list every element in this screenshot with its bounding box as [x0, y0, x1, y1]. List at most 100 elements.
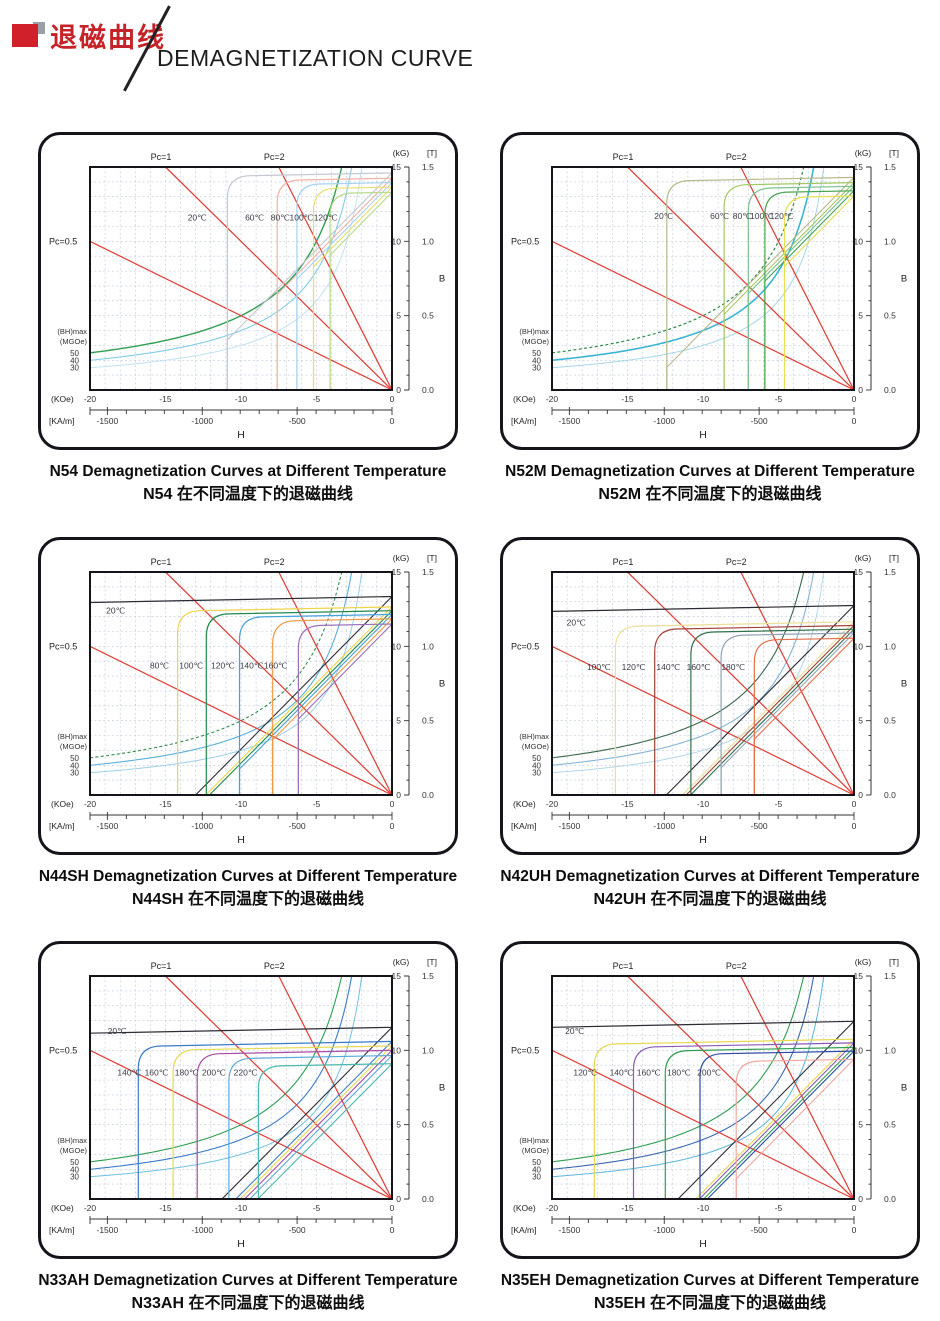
kam-tick-label: 0 [390, 821, 395, 831]
temperature-label-140c: 140℃ [656, 662, 680, 672]
kam-tick-label: -1000 [191, 416, 213, 426]
bhmax-contour-40 [89, 166, 353, 361]
plot-border [551, 166, 855, 391]
koe-tick-label: -5 [775, 394, 783, 404]
koe-tick-label: -20 [546, 394, 559, 404]
load-line-pc-2 [740, 571, 855, 796]
intrinsic-curve-140c [272, 618, 393, 795]
y-unit-kg: (kG) [393, 553, 410, 563]
kam-tick-label: -500 [751, 821, 768, 831]
koe-tick-label: 0 [852, 1203, 857, 1213]
normal-curve-20c [226, 172, 393, 390]
koe-tick-label: -20 [546, 1203, 559, 1213]
kg-tick-label: 15 [854, 971, 864, 981]
bhmax-value-30: 30 [532, 364, 541, 373]
temperature-label-80c: 80℃ [150, 661, 169, 671]
load-line-pc-0.5 [551, 645, 855, 796]
bhmax-contour-40 [89, 975, 353, 1170]
intrinsic-curve-100c [764, 190, 855, 390]
y-axis-title: B [901, 274, 907, 285]
x-axis-title: H [699, 429, 707, 441]
logo-red-square-icon [12, 24, 38, 47]
temperature-label-80c: 80℃ [733, 211, 752, 221]
t-tick-label: 0.5 [884, 311, 896, 321]
intrinsic-curve-20c [551, 1020, 855, 1028]
pc-label: Pc=0.5 [49, 1045, 77, 1055]
kg-tick-label: 10 [854, 236, 864, 246]
t-tick-label: 0.5 [422, 311, 434, 321]
normal-curve-80c [206, 606, 393, 795]
t-tick-label: 0.5 [884, 1120, 896, 1130]
y-axis-title: B [901, 1083, 907, 1094]
normal-curve-160c [297, 623, 393, 795]
intrinsic-curve-80c [296, 182, 393, 390]
normal-curve-80c [296, 182, 393, 390]
intrinsic-curve-100c [614, 621, 855, 795]
caption-en: N52M Demagnetization Curves at Different… [505, 463, 915, 480]
t-tick-label: 1.0 [422, 1045, 434, 1055]
bhmax-unit: (MGOe) [522, 742, 550, 751]
kam-tick-label: 0 [852, 1225, 857, 1235]
koe-tick-label: -10 [235, 394, 248, 404]
pc-label: Pc=2 [264, 961, 285, 971]
intrinsic-curve-120c [329, 191, 393, 390]
intrinsic-curve-20c [89, 1026, 393, 1034]
kg-tick-label: 5 [858, 1120, 863, 1130]
load-line-pc-2 [278, 975, 393, 1200]
intrinsic-curve-160c [720, 632, 855, 795]
normal-curve-180c [707, 1050, 855, 1199]
x-unit-koe: (KOe) [513, 799, 536, 809]
bhmax-contour-50 [89, 571, 343, 759]
bhmax-value-30: 30 [532, 769, 541, 778]
bhmax-label: (BH)max [519, 732, 549, 741]
figure-n33ah: Pc=0.5 Pc=1 Pc=2 20℃ 140℃ 160℃ 180℃ 200℃ 220℃ (kG… [38, 941, 458, 1315]
normal-curve-200c [250, 1055, 393, 1199]
load-line-pc-1 [165, 166, 393, 391]
intrinsic-curve-100c [312, 186, 393, 390]
bhmax-value-50: 50 [532, 1158, 541, 1167]
intrinsic-curve-100c [205, 610, 393, 795]
figure-n42uh: Pc=0.5 Pc=1 Pc=2 20℃ 100℃ 120℃ 140℃ 160℃ 180℃ (kG… [500, 537, 920, 911]
intrinsic-curve-80c [747, 185, 855, 390]
koe-tick-label: 0 [390, 394, 395, 404]
kg-tick-label: 0 [396, 385, 401, 395]
pc-label: Pc=1 [613, 557, 634, 567]
kg-tick-label: 10 [854, 641, 864, 651]
koe-tick-label: -15 [621, 394, 634, 404]
x-unit-koe: (KOe) [513, 394, 536, 404]
caption-n54: N54 Demagnetization Curves at Different … [38, 461, 458, 506]
temperature-label-20c: 20℃ [106, 606, 125, 616]
kam-tick-label: 0 [390, 416, 395, 426]
bhmax-contour-30 [551, 571, 825, 774]
bhmax-value-30: 30 [70, 1173, 79, 1182]
figure-n44sh: Pc=0.5 Pc=1 Pc=2 20℃ 80℃ 100℃ 120℃ 140℃ 160℃ (kG)… [38, 537, 458, 911]
kam-tick-label: -500 [751, 416, 768, 426]
kg-tick-label: 15 [854, 162, 864, 172]
load-line-pc-2 [278, 571, 393, 796]
pc-label: Pc=1 [613, 961, 634, 971]
pc-label: Pc=0.5 [49, 236, 77, 246]
koe-tick-label: -20 [84, 394, 97, 404]
bhmax-value-50: 50 [70, 1158, 79, 1167]
caption-n33ah: N33AH Demagnetization Curves at Differen… [38, 1270, 458, 1315]
kam-tick-label: 0 [852, 821, 857, 831]
plot-border [89, 166, 393, 391]
normal-curve-220c [258, 1063, 393, 1199]
intrinsic-curve-120c [654, 624, 855, 795]
page-title-en: DEMAGNETIZATION CURVE [157, 45, 474, 71]
kg-tick-label: 15 [392, 162, 402, 172]
figure-n52m: Pc=0.5 Pc=1 Pc=2 20℃ 60℃ 80℃ 100℃ 120℃ (kG) [T] 15… [500, 132, 920, 506]
load-line-pc-0.5 [89, 1049, 393, 1200]
normal-curve-120c [238, 614, 393, 795]
page-title-zh: 退磁曲线 [50, 23, 166, 53]
normal-curve-160c [704, 1047, 855, 1199]
caption-en: N42UH Demagnetization Curves at Differen… [500, 868, 920, 885]
t-tick-label: 1.0 [884, 236, 896, 246]
y-axis-title: B [439, 274, 445, 285]
temperature-label-20c: 20℃ [108, 1026, 127, 1036]
bhmax-value-40: 40 [70, 761, 79, 770]
pc-label: Pc=1 [151, 557, 172, 567]
y-axis-title: B [439, 679, 445, 690]
t-tick-label: 0.0 [422, 790, 434, 800]
koe-tick-label: -15 [159, 1203, 172, 1213]
